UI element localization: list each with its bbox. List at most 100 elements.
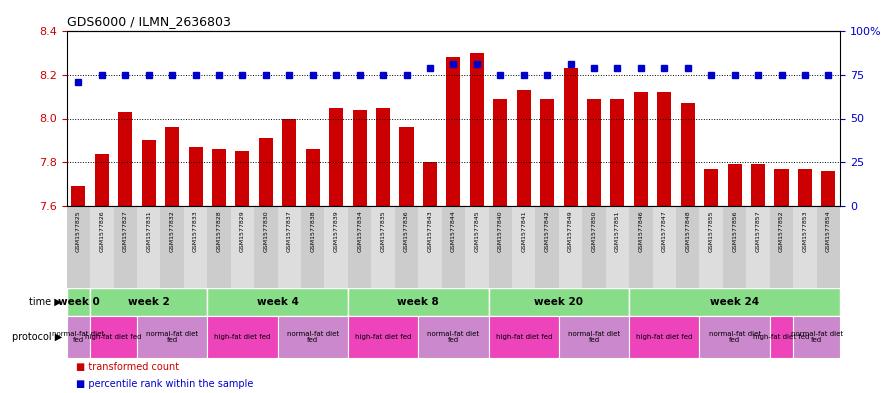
Bar bbox=[207, 206, 231, 288]
Bar bbox=[559, 206, 582, 288]
Bar bbox=[236, 151, 250, 206]
Bar bbox=[727, 164, 741, 206]
Text: GSM1577829: GSM1577829 bbox=[240, 210, 245, 252]
Bar bbox=[489, 288, 629, 316]
Bar bbox=[611, 99, 624, 206]
Text: GSM1577852: GSM1577852 bbox=[779, 210, 784, 252]
Text: normal-fat diet
fed: normal-fat diet fed bbox=[146, 331, 198, 343]
Bar bbox=[747, 206, 770, 288]
Bar bbox=[442, 206, 465, 288]
Bar bbox=[770, 316, 793, 358]
Text: GSM1577825: GSM1577825 bbox=[76, 210, 81, 252]
Bar bbox=[348, 206, 372, 288]
Text: high-fat diet fed: high-fat diet fed bbox=[355, 334, 412, 340]
Bar bbox=[793, 316, 840, 358]
Bar bbox=[254, 206, 277, 288]
Bar bbox=[681, 103, 695, 206]
Bar bbox=[821, 171, 836, 206]
Bar bbox=[348, 316, 418, 358]
Bar bbox=[629, 288, 840, 316]
Bar bbox=[188, 147, 203, 206]
Text: GSM1577828: GSM1577828 bbox=[217, 210, 221, 252]
Text: GSM1577857: GSM1577857 bbox=[756, 210, 761, 252]
Text: GSM1577847: GSM1577847 bbox=[661, 210, 667, 252]
Text: GSM1577835: GSM1577835 bbox=[380, 210, 386, 252]
Bar bbox=[90, 316, 137, 358]
Text: GSM1577833: GSM1577833 bbox=[193, 210, 198, 252]
Text: week 24: week 24 bbox=[710, 297, 759, 307]
Bar bbox=[71, 186, 85, 206]
Bar bbox=[137, 316, 207, 358]
Bar bbox=[774, 169, 789, 206]
Bar bbox=[512, 206, 535, 288]
Bar bbox=[283, 119, 296, 206]
Text: GSM1577855: GSM1577855 bbox=[709, 210, 714, 252]
Bar bbox=[277, 316, 348, 358]
Bar bbox=[372, 206, 395, 288]
Bar bbox=[207, 288, 348, 316]
Text: GSM1577853: GSM1577853 bbox=[803, 210, 807, 252]
Text: high-fat diet fed: high-fat diet fed bbox=[753, 334, 810, 340]
Bar bbox=[114, 206, 137, 288]
Bar bbox=[517, 90, 531, 206]
Text: GSM1577840: GSM1577840 bbox=[498, 210, 503, 252]
Bar bbox=[329, 108, 343, 206]
Text: high-fat diet fed: high-fat diet fed bbox=[637, 334, 693, 340]
Text: high-fat diet fed: high-fat diet fed bbox=[495, 334, 552, 340]
Bar bbox=[67, 316, 90, 358]
Bar bbox=[324, 206, 348, 288]
Bar bbox=[90, 206, 114, 288]
Bar bbox=[376, 108, 390, 206]
Bar bbox=[535, 206, 559, 288]
Text: GSM1577827: GSM1577827 bbox=[123, 210, 128, 252]
Bar bbox=[423, 162, 437, 206]
Bar bbox=[541, 99, 554, 206]
Bar bbox=[465, 206, 489, 288]
Bar bbox=[231, 206, 254, 288]
Bar bbox=[446, 57, 461, 206]
Text: GSM1577845: GSM1577845 bbox=[475, 210, 479, 252]
Text: GSM1577843: GSM1577843 bbox=[428, 210, 432, 252]
Bar bbox=[67, 288, 90, 316]
Bar bbox=[634, 92, 648, 206]
Text: ■ transformed count: ■ transformed count bbox=[76, 362, 179, 372]
Text: protocol ▶: protocol ▶ bbox=[12, 332, 62, 342]
Text: GSM1577846: GSM1577846 bbox=[638, 210, 644, 252]
Bar bbox=[90, 288, 207, 316]
Bar bbox=[793, 206, 817, 288]
Text: GSM1577851: GSM1577851 bbox=[615, 210, 620, 252]
Bar bbox=[704, 169, 718, 206]
Bar bbox=[751, 164, 765, 206]
Bar bbox=[564, 68, 578, 206]
Bar bbox=[118, 112, 132, 206]
Text: week 8: week 8 bbox=[397, 297, 439, 307]
Bar bbox=[489, 206, 512, 288]
Text: GSM1577849: GSM1577849 bbox=[568, 210, 573, 252]
Bar bbox=[770, 206, 793, 288]
Text: week 20: week 20 bbox=[534, 297, 583, 307]
Bar bbox=[212, 149, 226, 206]
Bar bbox=[418, 206, 442, 288]
Bar bbox=[306, 149, 320, 206]
Text: week 0: week 0 bbox=[58, 297, 100, 307]
Text: GSM1577836: GSM1577836 bbox=[404, 210, 409, 252]
Bar bbox=[629, 316, 700, 358]
Text: GSM1577830: GSM1577830 bbox=[263, 210, 268, 252]
Text: time ▶: time ▶ bbox=[29, 297, 62, 307]
Text: ■ percentile rank within the sample: ■ percentile rank within the sample bbox=[76, 379, 253, 389]
Bar bbox=[700, 316, 770, 358]
Text: normal-fat diet
fed: normal-fat diet fed bbox=[568, 331, 620, 343]
Text: week 2: week 2 bbox=[128, 297, 170, 307]
Bar bbox=[582, 206, 605, 288]
Text: GSM1577842: GSM1577842 bbox=[545, 210, 549, 252]
Bar bbox=[489, 316, 559, 358]
Bar bbox=[67, 206, 90, 288]
Bar bbox=[657, 92, 671, 206]
Text: week 4: week 4 bbox=[257, 297, 299, 307]
Text: GSM1577839: GSM1577839 bbox=[333, 210, 339, 252]
Text: GSM1577838: GSM1577838 bbox=[310, 210, 316, 252]
Text: normal-fat diet
fed: normal-fat diet fed bbox=[52, 331, 104, 343]
Bar bbox=[137, 206, 160, 288]
Text: high-fat diet fed: high-fat diet fed bbox=[214, 334, 270, 340]
Text: GSM1577834: GSM1577834 bbox=[357, 210, 362, 252]
